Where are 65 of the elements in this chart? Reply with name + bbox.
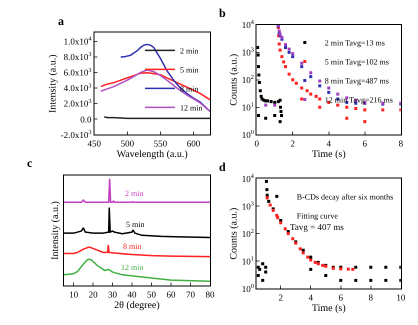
y-tick-label: 8.0x10$^{3}$ bbox=[64, 51, 92, 62]
legend-label: Fitting curve bbox=[296, 211, 338, 220]
series-label: 12 min bbox=[121, 263, 144, 272]
y-tick-label: 10$^{4}$ bbox=[242, 173, 255, 184]
x-tick-label: 2 bbox=[290, 138, 295, 149]
legend-label: 5 min bbox=[180, 65, 198, 74]
x-tick-label: 10 bbox=[69, 289, 79, 300]
chart-title: a bbox=[58, 14, 64, 28]
y-tick-label: -2.0x10$^{3}$ bbox=[60, 129, 92, 140]
legend-label: 12 min bbox=[180, 103, 202, 112]
legend-label: 2 min Tavg=13 ms bbox=[324, 38, 385, 48]
x-axis-title: Wavelength (a.u.) bbox=[116, 149, 188, 160]
y-tick-label: 10$^{2}$ bbox=[242, 228, 254, 239]
chart-title: c bbox=[27, 156, 33, 170]
legend-label: 2 min bbox=[180, 46, 198, 56]
x-tick-label: 40 bbox=[128, 289, 138, 300]
y-tick-label: 10$^{1}$ bbox=[242, 256, 254, 266]
y-tick-label: 1.0x10$^{4}$ bbox=[64, 36, 92, 46]
x-tick-label: 600 bbox=[186, 138, 201, 149]
y-axis-title: Intensity (a.u.) bbox=[48, 54, 59, 114]
x-axis-title: Time (s) bbox=[312, 149, 346, 160]
x-tick-label: 30 bbox=[108, 289, 118, 300]
x-tick-label: 2 bbox=[278, 292, 283, 302]
x-tick-label: 20 bbox=[88, 289, 98, 300]
y-tick-label: 10$^{0}$ bbox=[242, 129, 254, 140]
x-tick-label: 4 bbox=[308, 292, 314, 302]
x-tick-label: 8 bbox=[398, 138, 404, 149]
chart-title: d bbox=[219, 160, 226, 174]
y-tick-label: 10$^{0}$ bbox=[242, 282, 254, 294]
y-tick-label: 10$^{2}$ bbox=[242, 74, 254, 85]
y-tick-label: 10$^{3}$ bbox=[242, 200, 254, 212]
x-tick-label: 0 bbox=[254, 138, 260, 149]
x-tick-label: 6 bbox=[362, 138, 368, 149]
y-tick-label: 6.0x10$^{3}$ bbox=[64, 66, 92, 78]
x-tick-label: 500 bbox=[120, 138, 135, 149]
x-tick-label: 8 bbox=[368, 292, 374, 302]
x-tick-label: 6 bbox=[338, 292, 344, 302]
y-axis-title: Counts (a.u.) bbox=[228, 208, 240, 260]
y-tick-label: 2.0x10$^{3}$ bbox=[64, 98, 92, 109]
y-tick-label: 10$^{1}$ bbox=[242, 102, 254, 112]
x-tick-label: 550 bbox=[154, 138, 168, 149]
x-tick-label: 4 bbox=[326, 138, 332, 149]
x-tick-label: 60 bbox=[166, 289, 176, 300]
x-tick-label: 10 bbox=[396, 292, 406, 302]
x-tick-label: 450 bbox=[88, 138, 102, 149]
y-tick-label: 0.0 bbox=[80, 114, 92, 124]
x-tick-label: 70 bbox=[186, 289, 196, 300]
y-tick-label: 10$^{3}$ bbox=[242, 46, 254, 58]
y-axis-title: Counts (a.u.) bbox=[228, 54, 240, 106]
series-label: 5 min bbox=[126, 220, 144, 229]
x-axis-title: 2θ (degree) bbox=[114, 300, 160, 311]
legend-label: 12 min Tavg=216 ms bbox=[324, 96, 393, 105]
x-axis-title: Time (s) bbox=[312, 302, 346, 314]
x-tick-label: 80 bbox=[206, 289, 215, 300]
x-tick-label: 50 bbox=[147, 289, 157, 300]
annotation: Tavg = 407 ms bbox=[290, 222, 344, 232]
series-label: 2 min bbox=[125, 189, 144, 198]
y-tick-label: 4.0x10$^{3}$ bbox=[64, 82, 92, 94]
legend-label: 5 min Tavg=102 ms bbox=[324, 58, 389, 67]
y-tick-label: 10$^{4}$ bbox=[242, 19, 255, 30]
legend-label: 8 min Tavg=487 ms bbox=[324, 76, 389, 86]
series-label: 8 min bbox=[123, 242, 142, 251]
y-axis-title: Intensity (a.u.) bbox=[50, 201, 61, 260]
legend-label: B-CDs decay after six months bbox=[296, 192, 394, 202]
chart-title: b bbox=[219, 6, 226, 20]
